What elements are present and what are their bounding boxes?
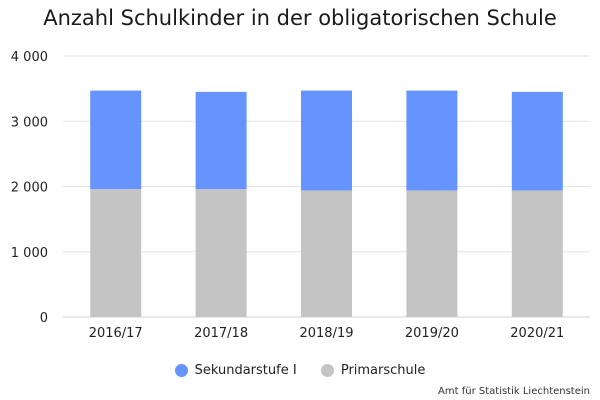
legend-swatch-primarschule bbox=[320, 364, 334, 377]
x-tick-label: 2017/18 bbox=[194, 326, 248, 341]
y-tick-label: 0 bbox=[40, 311, 48, 326]
bar-sekundarstufe[interactable] bbox=[195, 91, 247, 190]
x-tick-label: 2020/21 bbox=[510, 326, 564, 341]
y-tick-label: 3 000 bbox=[11, 115, 48, 130]
y-tick-label: 1 000 bbox=[11, 246, 48, 261]
bar-primarschule[interactable] bbox=[90, 189, 142, 317]
legend-label-sekundarstufe: Sekundarstufe I bbox=[194, 363, 297, 378]
x-tick-label: 2016/17 bbox=[89, 326, 143, 341]
bar-primarschule[interactable] bbox=[301, 190, 352, 317]
bar-sekundarstufe[interactable] bbox=[90, 90, 142, 190]
bar-primarschule[interactable] bbox=[195, 189, 247, 317]
bar-primarschule[interactable] bbox=[511, 190, 563, 317]
legend-label-primarschule: Primarschule bbox=[340, 363, 426, 378]
legend-item-primarschule[interactable]: Primarschule bbox=[320, 363, 426, 378]
bar-sekundarstufe[interactable] bbox=[406, 90, 458, 191]
source-credit: Amt für Statistik Liechtenstein bbox=[438, 386, 590, 397]
y-tick-label: 2 000 bbox=[11, 181, 48, 196]
chart-title: Anzahl Schulkinder in der obligatorische… bbox=[43, 6, 557, 30]
x-tick-label: 2019/20 bbox=[405, 326, 459, 341]
bar-sekundarstufe[interactable] bbox=[301, 90, 352, 191]
x-tick-label: 2018/19 bbox=[299, 326, 353, 341]
chart-legend: Sekundarstufe I Primarschule bbox=[0, 363, 600, 381]
bar-sekundarstufe[interactable] bbox=[511, 91, 563, 191]
legend-swatch-sekundarstufe bbox=[174, 364, 188, 377]
y-tick-label: 4 000 bbox=[11, 50, 48, 65]
bar-primarschule[interactable] bbox=[406, 190, 458, 317]
legend-item-sekundarstufe[interactable]: Sekundarstufe I bbox=[174, 363, 297, 378]
